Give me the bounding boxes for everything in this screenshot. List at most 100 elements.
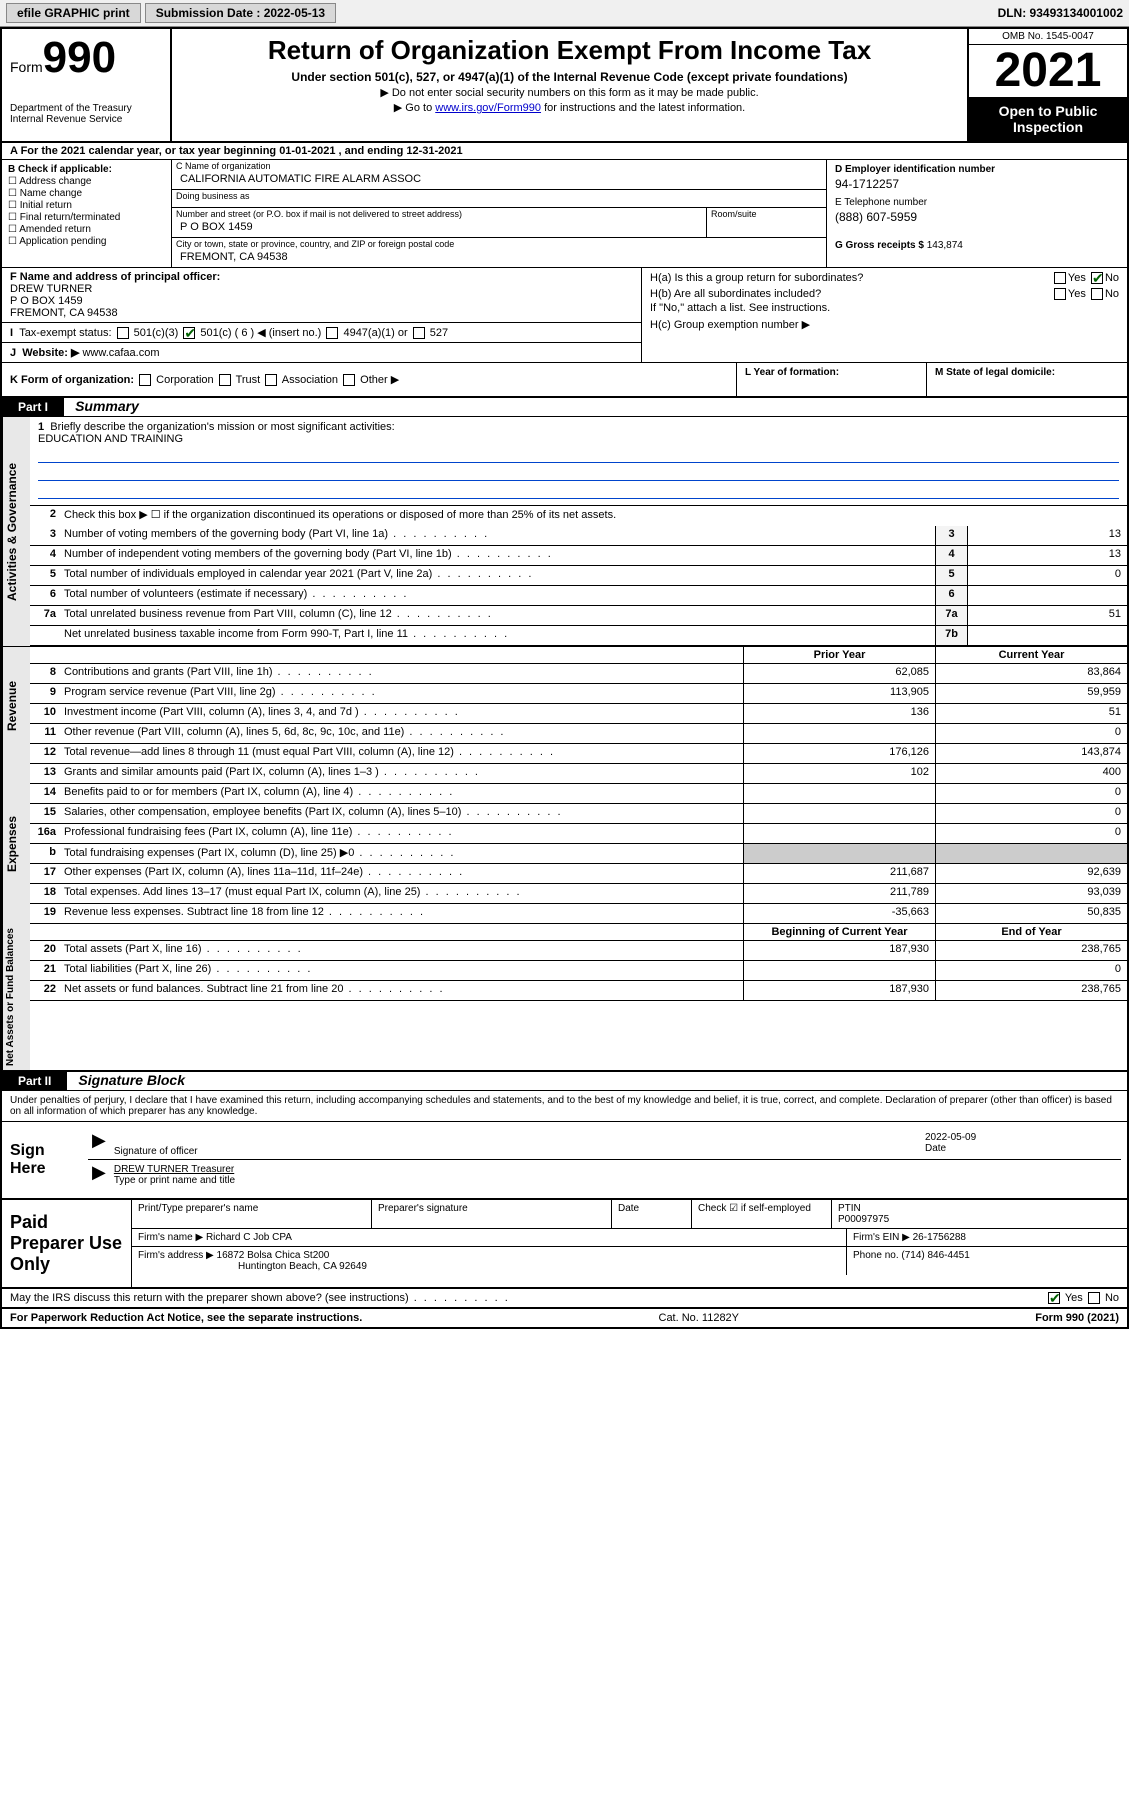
- net-header: Beginning of Current Year End of Year: [30, 924, 1127, 941]
- summary-line: 19Revenue less expenses. Subtract line 1…: [30, 904, 1127, 924]
- dba-value: [172, 202, 826, 207]
- current-year-hdr: Current Year: [935, 647, 1127, 663]
- prep-date-label: Date: [612, 1200, 692, 1228]
- chk-pending[interactable]: ☐ Application pending: [8, 236, 165, 247]
- part2-title: Signature Block: [70, 1072, 185, 1088]
- website-value: www.cafaa.com: [82, 347, 159, 359]
- row-f-officer: F Name and address of principal officer:…: [2, 268, 641, 323]
- ha-yes[interactable]: [1054, 272, 1066, 284]
- section-bcd: B Check if applicable: ☐ Address change …: [2, 160, 1127, 268]
- col-k-form-org: K Form of organization: Corporation Trus…: [2, 363, 737, 396]
- chk-4947[interactable]: [326, 327, 338, 339]
- chk-corp[interactable]: [139, 374, 151, 386]
- header-right: OMB No. 1545-0047 2021 Open to Public In…: [967, 29, 1127, 141]
- ptin-cell: PTIN P00097975: [832, 1200, 1127, 1228]
- hb-yes[interactable]: [1054, 288, 1066, 300]
- street-value: P O BOX 1459: [172, 220, 706, 237]
- part1-badge: Part I: [2, 398, 64, 416]
- arrow-icon: ▶: [88, 1162, 110, 1188]
- chk-initial-return[interactable]: ☐ Initial return: [8, 200, 165, 211]
- col-c-org-info: C Name of organization CALIFORNIA AUTOMA…: [172, 160, 827, 267]
- form-ref: Form 990 (2021): [1035, 1312, 1119, 1324]
- line2-text: Check this box ▶ ☐ if the organization d…: [60, 506, 1127, 526]
- street-label: Number and street (or P.O. box if mail i…: [172, 208, 706, 220]
- firm-phone-cell: Phone no. (714) 846-4451: [847, 1247, 1127, 1275]
- omb-number: OMB No. 1545-0047: [969, 29, 1127, 45]
- summary-line: 11Other revenue (Part VIII, column (A), …: [30, 724, 1127, 744]
- col-b-checkboxes: B Check if applicable: ☐ Address change …: [2, 160, 172, 267]
- paperwork-footer: For Paperwork Reduction Act Notice, see …: [2, 1309, 1127, 1327]
- firm-ein-cell: Firm's EIN ▶ 26-1756288: [847, 1229, 1127, 1246]
- h-c: H(c) Group exemption number ▶: [650, 318, 1119, 331]
- chk-final-return[interactable]: ☐ Final return/terminated: [8, 212, 165, 223]
- chk-name-change[interactable]: ☐ Name change: [8, 188, 165, 199]
- efile-print-button[interactable]: efile GRAPHIC print: [6, 3, 141, 23]
- summary-line: 3Number of voting members of the governi…: [30, 526, 1127, 546]
- irs-link[interactable]: www.irs.gov/Form990: [435, 102, 541, 114]
- summary-line: 6Total number of volunteers (estimate if…: [30, 586, 1127, 606]
- chk-trust[interactable]: [219, 374, 231, 386]
- summary-line: 18Total expenses. Add lines 13–17 (must …: [30, 884, 1127, 904]
- vtab-governance: Activities & Governance: [2, 417, 30, 646]
- form-note1: Do not enter social security numbers on …: [178, 86, 961, 99]
- firm-addr-cell: Firm's address ▶ 16872 Bolsa Chica St200…: [132, 1247, 847, 1275]
- form-header: Form990 Department of the Treasury Inter…: [2, 29, 1127, 143]
- summary-line: bTotal fundraising expenses (Part IX, co…: [30, 844, 1127, 864]
- officer-street: P O BOX 1459: [10, 295, 83, 307]
- open-public-badge: Open to Public Inspection: [969, 97, 1127, 141]
- room-label: Room/suite: [707, 208, 826, 220]
- chk-other[interactable]: [343, 374, 355, 386]
- mission-block: 1 Briefly describe the organization's mi…: [30, 417, 1127, 506]
- summary-line: Net unrelated business taxable income fr…: [30, 626, 1127, 646]
- chk-501c3[interactable]: [117, 327, 129, 339]
- summary-line: 10Investment income (Part VIII, column (…: [30, 704, 1127, 724]
- part1-header: Part I Summary: [2, 398, 1127, 417]
- form-prefix: Form: [10, 59, 43, 75]
- paid-preparer-label: Paid Preparer Use Only: [2, 1200, 132, 1287]
- prior-year-hdr: Prior Year: [743, 647, 935, 663]
- hb-no[interactable]: [1091, 288, 1103, 300]
- prep-sig-label: Preparer's signature: [372, 1200, 612, 1228]
- submission-date: Submission Date : 2022-05-13: [145, 3, 336, 23]
- form-title: Return of Organization Exempt From Incom…: [178, 35, 961, 66]
- vtab-revenue: Revenue: [2, 647, 30, 764]
- discuss-no[interactable]: [1088, 1292, 1100, 1304]
- form-note2: Go to www.irs.gov/Form990 for instructio…: [178, 101, 961, 114]
- col-h-group: H(a) Is this a group return for subordin…: [642, 268, 1127, 362]
- h-a: H(a) Is this a group return for subordin…: [650, 272, 1119, 284]
- gross-value: 143,874: [927, 240, 963, 251]
- col-m-state: M State of legal domicile:: [927, 363, 1127, 396]
- prep-check-label: Check ☑ if self-employed: [692, 1200, 832, 1228]
- h-b-note: If "No," attach a list. See instructions…: [650, 302, 1119, 314]
- ha-no[interactable]: [1091, 272, 1103, 284]
- city-value: FREMONT, CA 94538: [172, 250, 826, 267]
- discuss-row: May the IRS discuss this return with the…: [2, 1289, 1127, 1309]
- chk-501c[interactable]: [183, 327, 195, 339]
- org-name-label: C Name of organization: [172, 160, 826, 172]
- section-klm: K Form of organization: Corporation Trus…: [2, 363, 1127, 398]
- sig-date-cell: 2022-05-09 Date: [921, 1130, 1121, 1159]
- summary-line: 9Program service revenue (Part VIII, lin…: [30, 684, 1127, 704]
- row-i-tax-status: I Tax-exempt status: 501(c)(3) 501(c) ( …: [2, 323, 641, 343]
- col-fij: F Name and address of principal officer:…: [2, 268, 642, 362]
- ein-label: D Employer identification number: [835, 164, 995, 175]
- arrow-icon: ▶: [88, 1130, 110, 1159]
- header-middle: Return of Organization Exempt From Incom…: [172, 29, 967, 141]
- summary-line: 7aTotal unrelated business revenue from …: [30, 606, 1127, 626]
- netassets-block: Net Assets or Fund Balances Beginning of…: [2, 924, 1127, 1070]
- officer-city: FREMONT, CA 94538: [10, 307, 118, 319]
- officer-sig-cell: Signature of officer: [110, 1130, 921, 1159]
- chk-amended[interactable]: ☐ Amended return: [8, 224, 165, 235]
- tax-year: 2021: [969, 45, 1127, 97]
- discuss-yes[interactable]: [1048, 1292, 1060, 1304]
- chk-527[interactable]: [413, 327, 425, 339]
- expenses-block: Expenses 13Grants and similar amounts pa…: [2, 764, 1127, 924]
- chk-assoc[interactable]: [265, 374, 277, 386]
- officer-name: DREW TURNER: [10, 283, 92, 295]
- officer-name-cell: DREW TURNER Treasurer Type or print name…: [110, 1162, 1121, 1188]
- header-left: Form990 Department of the Treasury Inter…: [2, 29, 172, 141]
- form-page: Form990 Department of the Treasury Inter…: [0, 27, 1129, 1329]
- dept-label: Department of the Treasury Internal Reve…: [10, 103, 162, 125]
- chk-address-change[interactable]: ☐ Address change: [8, 176, 165, 187]
- vtab-net: Net Assets or Fund Balances: [2, 924, 30, 1070]
